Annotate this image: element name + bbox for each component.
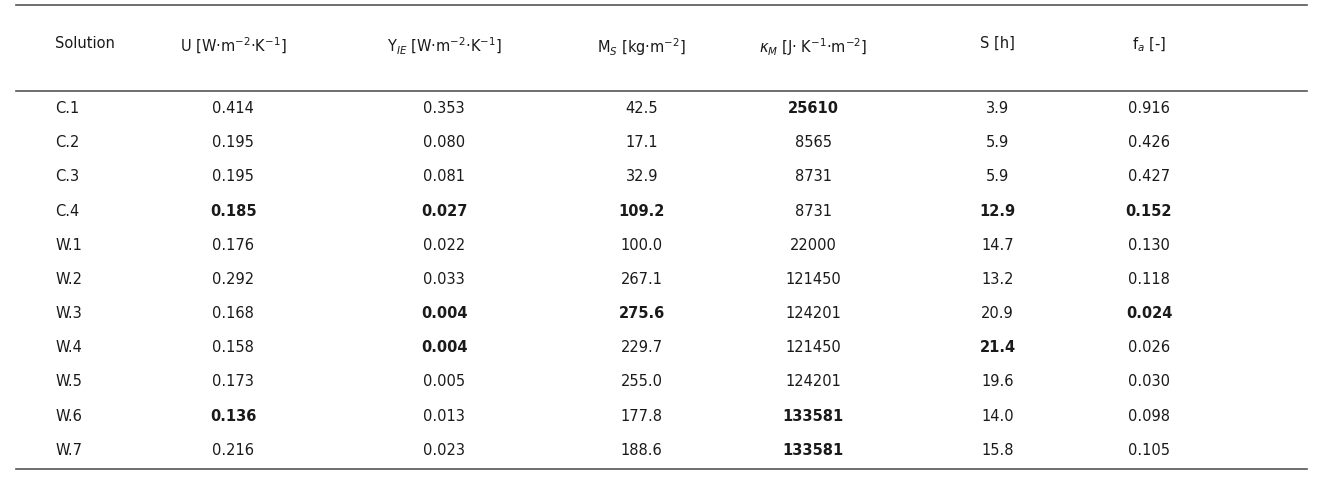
- Text: Y$_{IE}$ [W·m$^{-2}$·K$^{-1}$]: Y$_{IE}$ [W·m$^{-2}$·K$^{-1}$]: [386, 36, 501, 57]
- Text: 0.216: 0.216: [212, 443, 254, 457]
- Text: 42.5: 42.5: [626, 101, 658, 116]
- Text: 0.414: 0.414: [213, 101, 254, 116]
- Text: 0.176: 0.176: [212, 238, 254, 252]
- Text: 12.9: 12.9: [979, 204, 1016, 218]
- Text: C.3: C.3: [56, 169, 79, 184]
- Text: 229.7: 229.7: [620, 340, 663, 355]
- Text: 14.0: 14.0: [982, 408, 1013, 423]
- Text: 0.105: 0.105: [1129, 443, 1170, 457]
- Text: 275.6: 275.6: [619, 306, 665, 321]
- Text: 0.004: 0.004: [421, 306, 467, 321]
- Text: 255.0: 255.0: [620, 374, 663, 389]
- Text: 0.022: 0.022: [423, 238, 466, 252]
- Text: W.7: W.7: [56, 443, 82, 457]
- Text: 0.173: 0.173: [213, 374, 254, 389]
- Text: 0.024: 0.024: [1126, 306, 1172, 321]
- Text: 133581: 133581: [782, 443, 844, 457]
- Text: 0.030: 0.030: [1129, 374, 1170, 389]
- Text: W.6: W.6: [56, 408, 82, 423]
- Text: W.4: W.4: [56, 340, 82, 355]
- Text: C.2: C.2: [56, 135, 79, 150]
- Text: 0.130: 0.130: [1129, 238, 1170, 252]
- Text: 188.6: 188.6: [620, 443, 663, 457]
- Text: 8731: 8731: [795, 204, 832, 218]
- Text: W.3: W.3: [56, 306, 82, 321]
- Text: W.5: W.5: [56, 374, 82, 389]
- Text: 0.005: 0.005: [423, 374, 466, 389]
- Text: M$_S$ [kg·m$^{-2}$]: M$_S$ [kg·m$^{-2}$]: [597, 36, 687, 58]
- Text: 177.8: 177.8: [620, 408, 663, 423]
- Text: C.1: C.1: [56, 101, 79, 116]
- Text: 0.004: 0.004: [421, 340, 467, 355]
- Text: 0.168: 0.168: [213, 306, 254, 321]
- Text: 22000: 22000: [790, 238, 836, 252]
- Text: 133581: 133581: [782, 408, 844, 423]
- Text: 0.916: 0.916: [1129, 101, 1170, 116]
- Text: 0.353: 0.353: [423, 101, 464, 116]
- Text: 121450: 121450: [785, 272, 841, 287]
- Text: $\kappa_M$ [J· K$^{-1}$·m$^{-2}$]: $\kappa_M$ [J· K$^{-1}$·m$^{-2}$]: [759, 36, 867, 58]
- Text: 0.152: 0.152: [1126, 204, 1172, 218]
- Text: 0.136: 0.136: [210, 408, 257, 423]
- Text: 0.158: 0.158: [213, 340, 254, 355]
- Text: 14.7: 14.7: [982, 238, 1013, 252]
- Text: 0.013: 0.013: [423, 408, 466, 423]
- Text: 32.9: 32.9: [626, 169, 658, 184]
- Text: 15.8: 15.8: [982, 443, 1013, 457]
- Text: 0.185: 0.185: [210, 204, 257, 218]
- Text: 8731: 8731: [795, 169, 832, 184]
- Text: 17.1: 17.1: [626, 135, 658, 150]
- Text: 0.426: 0.426: [1129, 135, 1170, 150]
- Text: 0.292: 0.292: [212, 272, 254, 287]
- Text: 0.427: 0.427: [1129, 169, 1170, 184]
- Text: 267.1: 267.1: [620, 272, 663, 287]
- Text: C.4: C.4: [56, 204, 79, 218]
- Text: U [W·m$^{-2}$·K$^{-1}$]: U [W·m$^{-2}$·K$^{-1}$]: [180, 36, 287, 56]
- Text: Solution: Solution: [56, 36, 115, 51]
- Text: 0.118: 0.118: [1129, 272, 1170, 287]
- Text: 3.9: 3.9: [986, 101, 1009, 116]
- Text: 0.195: 0.195: [213, 135, 254, 150]
- Text: 19.6: 19.6: [982, 374, 1013, 389]
- Text: 5.9: 5.9: [986, 169, 1009, 184]
- Text: 13.2: 13.2: [982, 272, 1013, 287]
- Text: 25610: 25610: [787, 101, 839, 116]
- Text: 0.195: 0.195: [213, 169, 254, 184]
- Text: S [h]: S [h]: [980, 36, 1015, 51]
- Text: 0.098: 0.098: [1129, 408, 1170, 423]
- Text: 0.081: 0.081: [423, 169, 466, 184]
- Text: 5.9: 5.9: [986, 135, 1009, 150]
- Text: W.1: W.1: [56, 238, 82, 252]
- Text: f$_a$ [-]: f$_a$ [-]: [1132, 36, 1166, 54]
- Text: 0.027: 0.027: [421, 204, 467, 218]
- Text: 124201: 124201: [785, 374, 841, 389]
- Text: 0.026: 0.026: [1129, 340, 1170, 355]
- Text: 124201: 124201: [785, 306, 841, 321]
- Text: 8565: 8565: [795, 135, 832, 150]
- Text: 20.9: 20.9: [982, 306, 1013, 321]
- Text: 21.4: 21.4: [979, 340, 1016, 355]
- Text: 109.2: 109.2: [619, 204, 665, 218]
- Text: 0.033: 0.033: [423, 272, 464, 287]
- Text: 100.0: 100.0: [620, 238, 663, 252]
- Text: 0.023: 0.023: [423, 443, 466, 457]
- Text: 0.080: 0.080: [423, 135, 466, 150]
- Text: 121450: 121450: [785, 340, 841, 355]
- Text: W.2: W.2: [56, 272, 82, 287]
